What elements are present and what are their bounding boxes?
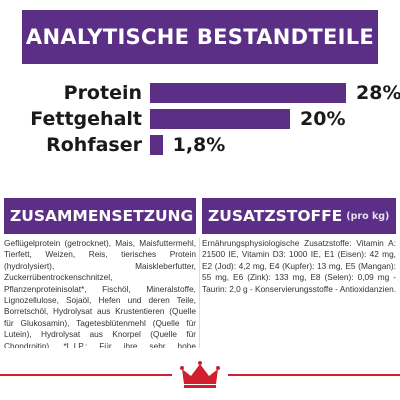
nutrient-value: 1,8% (172, 134, 226, 156)
composition-text: Geflügelprotein (getrocknet), Mais, Mais… (4, 238, 196, 348)
crown-icon (180, 361, 220, 388)
nutrient-bar (150, 135, 163, 155)
nutrient-value: 28% (356, 82, 400, 104)
composition-title: ZUSAMMENSETZUNG (10, 207, 194, 225)
nutrient-row-fiber: Rohfaser 1,8% (0, 132, 400, 158)
analysis-header: ANALYTISCHE BESTANDTEILE (22, 10, 378, 64)
footer-line-left (0, 374, 172, 376)
column-divider (199, 238, 200, 348)
footer-line-right (228, 374, 400, 376)
nutrient-label: Protein (63, 82, 142, 104)
nutrient-bar (150, 109, 290, 129)
additives-header: ZUSATZSTOFFE (pro kg) (202, 198, 396, 234)
nutrient-bar (150, 83, 346, 103)
analysis-title: ANALYTISCHE BESTANDTEILE (25, 25, 375, 49)
additives-unit: (pro kg) (346, 210, 390, 222)
nutrient-value: 20% (300, 108, 346, 130)
additives-text: Ernährungsphysiologische Zusatzstoffe: V… (202, 238, 396, 294)
nutrient-label: Rohfaser (46, 134, 142, 156)
nutrient-row-protein: Protein 28% (0, 80, 400, 106)
nutrient-label: Fettgehalt (30, 108, 142, 130)
additives-title: ZUSATZSTOFFE (208, 207, 343, 225)
composition-header: ZUSAMMENSETZUNG (4, 198, 196, 234)
nutrient-row-fat: Fettgehalt 20% (0, 106, 400, 132)
